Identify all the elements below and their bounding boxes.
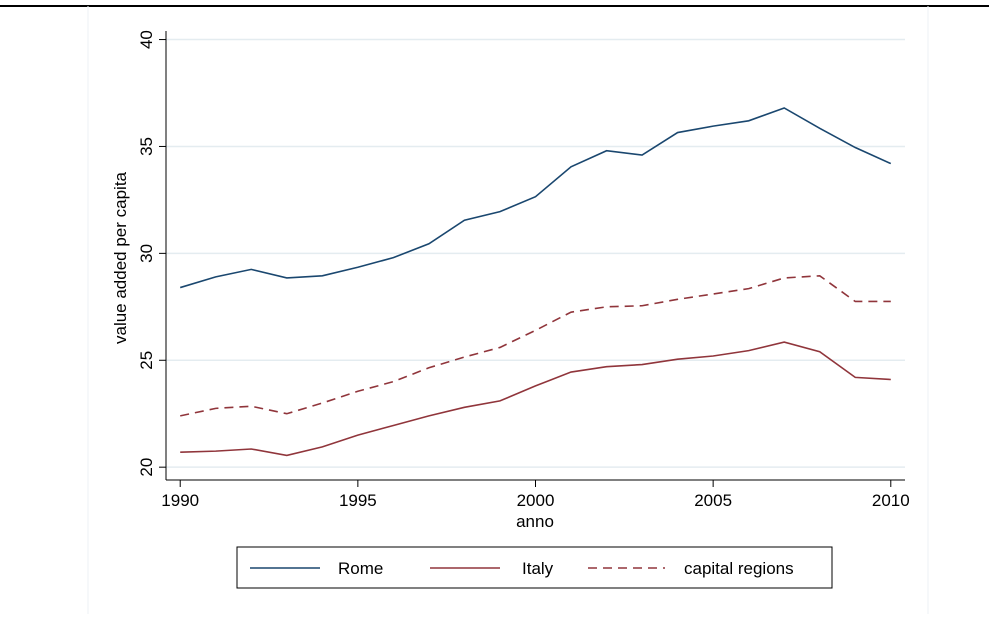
series-line (179, 107, 892, 289)
y-axis-label: value added per capita (111, 171, 130, 344)
x-axis-label: anno (516, 512, 554, 531)
legend-label: capital regions (684, 559, 794, 578)
x-tick-label: 1995 (339, 491, 377, 510)
y-tick-label: 40 (137, 30, 156, 49)
series-line (180, 274, 891, 417)
legend-label: Italy (522, 559, 554, 578)
x-tick-label: 2010 (872, 491, 910, 510)
legend (236, 546, 833, 589)
x-tick-label: 1990 (161, 491, 199, 510)
y-tick-label: 30 (137, 244, 156, 263)
x-tick-label: 2000 (517, 491, 555, 510)
x-tick-label: 2005 (694, 491, 732, 510)
y-tick-label: 20 (137, 458, 156, 477)
y-tick-label: 35 (137, 137, 156, 156)
series-line (180, 341, 891, 457)
legend-label: Rome (338, 559, 383, 578)
y-tick-label: 25 (137, 351, 156, 370)
